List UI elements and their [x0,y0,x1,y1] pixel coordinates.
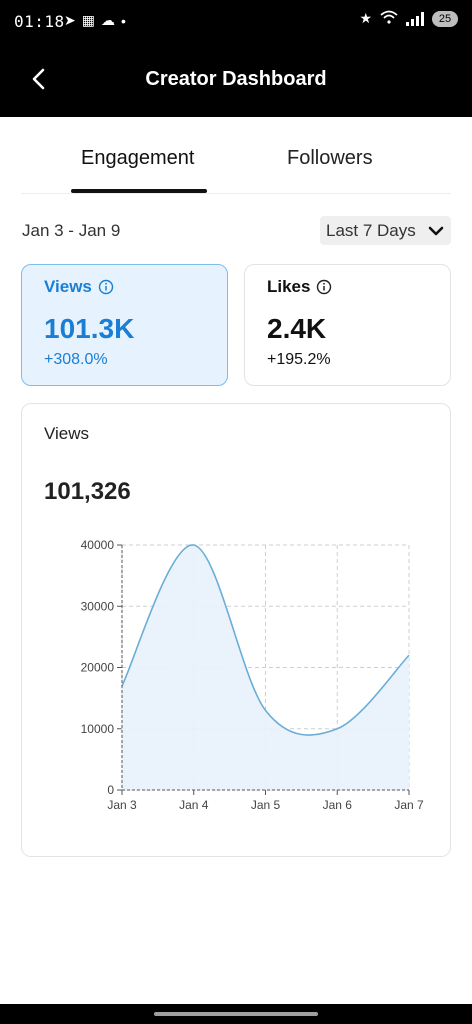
system-nav-bar [0,1004,472,1024]
star-icon: ★ [359,10,372,26]
views-chart-card: Views 101,326 0 10000 20000 30000 40000 Jan 3… [21,403,451,857]
dot-icon: • [120,12,126,29]
page-title: Creator Dashboard [145,68,327,90]
likes-metric-card[interactable]: Likes 2.4K +195.2% [244,264,451,386]
wifi-icon [380,10,398,27]
y-tick-label: 40000 [81,538,115,552]
info-icon[interactable] [98,279,114,295]
views-label-row: Views [44,277,114,297]
views-label: Views [44,277,92,296]
tab-followers[interactable]: Followers [287,147,373,169]
views-chart: 0 10000 20000 30000 40000 Jan 3 Jan 4 Jan 5 Jan … [81,538,424,812]
notification-icons: ➤ ▦ ☁ • [64,12,126,29]
tab-engagement[interactable]: Engagement [81,147,195,169]
status-right: ★ 25 [359,10,458,27]
x-tick-label: Jan 7 [394,798,424,812]
y-tick-label: 30000 [81,599,115,613]
likes-value: 2.4K [267,313,327,344]
date-range-label: Jan 3 - Jan 9 [22,221,121,240]
active-tab-indicator [71,189,207,193]
views-change: +308.0% [44,351,108,368]
range-dropdown[interactable]: Last 7 Days [320,216,451,245]
chevron-left-icon [32,68,45,90]
y-tick-label: 20000 [81,661,115,675]
signal-icon [406,11,424,26]
series-area [122,544,409,790]
chart-card-title: Views [44,424,90,443]
x-tick-label: Jan 3 [107,798,137,812]
x-tick-label: Jan 6 [323,798,353,812]
likes-label-row: Likes [267,277,332,297]
chevron-down-icon [428,226,444,236]
home-indicator[interactable] [154,1012,318,1016]
status-time: 01:18 [14,12,65,31]
x-tick-label: Jan 5 [251,798,281,812]
y-tick-label: 10000 [81,722,115,736]
likes-label: Likes [267,277,311,296]
info-icon[interactable] [316,279,332,295]
battery-icon: 25 [432,10,458,27]
views-metric-card[interactable]: Views 101.3K +308.0% [21,264,228,386]
screenshot-icon: ▦ [81,12,95,28]
tabs-divider [21,193,451,194]
series-line [121,544,410,736]
y-tick-label: 0 [107,783,114,797]
back-button[interactable] [24,62,52,96]
chart-total: 101,326 [44,478,131,505]
views-value: 101.3K [44,313,135,344]
cloud-icon: ☁ [100,12,115,28]
x-tick-label: Jan 4 [179,798,209,812]
app-header: 01:18 ➤ ▦ ☁ • ★ 25 Creator Dashboard [0,0,472,117]
tab-bar: Engagement Followers [0,117,472,194]
telegram-icon: ➤ [64,12,76,28]
range-dropdown-value: Last 7 Days [326,220,416,240]
likes-change: +195.2% [267,351,331,368]
